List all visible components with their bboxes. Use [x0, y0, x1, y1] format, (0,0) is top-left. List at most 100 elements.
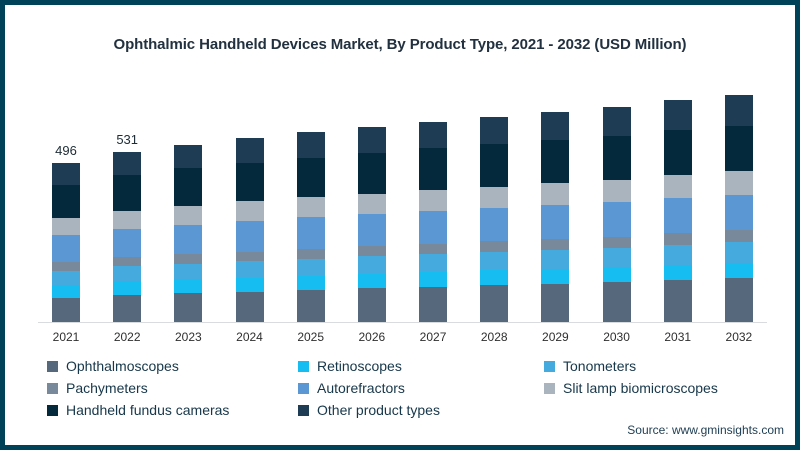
- bar-segment: [602, 106, 631, 136]
- legend-item-tonometers: Tonometers: [544, 358, 718, 374]
- legend: Ophthalmoscopes Retinoscopes Tonometers Pac…: [47, 358, 718, 418]
- x-axis-labels: 2021 2022 2023 2024 2025 2026 2027 2028 2029 2030…: [40, 330, 765, 344]
- legend-label: Tonometers: [563, 358, 637, 374]
- legend-label: Autorefractors: [317, 380, 405, 396]
- x-axis-label: 2021: [52, 330, 80, 344]
- bar-segment: [663, 233, 692, 245]
- bars-row: 496 531: [40, 85, 765, 322]
- legend-label: Other product types: [317, 402, 440, 418]
- bar-group-2026: [357, 126, 386, 322]
- bar-segment: [480, 251, 509, 271]
- source-text: Source: www.gminsights.com: [627, 423, 784, 437]
- bar-segment: [235, 251, 264, 262]
- legend-swatch: [47, 404, 58, 416]
- bar-segment: [419, 286, 448, 322]
- bar-segment: [113, 152, 142, 175]
- x-axis-label: 2030: [603, 330, 630, 344]
- bar-group-2024: [235, 137, 264, 322]
- bar-segment: [296, 132, 325, 158]
- bar-segment: [296, 157, 325, 198]
- bar-segment: [296, 289, 325, 322]
- bar-segment: [419, 189, 448, 211]
- bar-segment: [724, 262, 753, 279]
- bar-segment: [113, 257, 142, 267]
- x-axis-label: 2027: [419, 330, 447, 344]
- bar-segment: [663, 198, 692, 234]
- bar-segment: [663, 244, 692, 265]
- legend-label: Ophthalmoscopes: [66, 358, 179, 374]
- bar-segment: [602, 247, 631, 267]
- bar-segment: [724, 125, 753, 172]
- bar-segment: [296, 217, 325, 249]
- bar-segment: [724, 194, 753, 231]
- bar-value-label: 531: [116, 132, 139, 148]
- bar-segment: [541, 140, 570, 184]
- bar-segment: [480, 270, 509, 285]
- bar-segment: [480, 144, 509, 187]
- legend-label: Slit lamp biomicroscopes: [563, 380, 718, 396]
- bar-segment: [541, 249, 570, 269]
- bar-segment: [52, 297, 80, 322]
- bar-value-label: 496: [55, 143, 77, 159]
- bar-segment: [724, 171, 753, 195]
- bar-segment: [663, 100, 692, 131]
- x-axis-label: 2023: [174, 330, 202, 344]
- legend-swatch: [544, 382, 555, 394]
- bar-segment: [663, 175, 692, 199]
- bar-segment: [357, 246, 386, 257]
- bar-segment: [235, 162, 264, 202]
- bar-segment: [541, 239, 570, 250]
- bar-segment: [113, 210, 142, 229]
- bar-segment: [602, 135, 631, 180]
- x-axis-label: 2022: [113, 330, 141, 344]
- bar-segment: [602, 202, 631, 237]
- bar-segment: [419, 148, 448, 190]
- bar-segment: [419, 254, 448, 273]
- bar-segment: [113, 294, 142, 322]
- bar-segment: [296, 275, 325, 290]
- bar-segment: [235, 277, 264, 292]
- x-axis-label: 2032: [725, 330, 753, 344]
- bar-segment: [663, 279, 692, 322]
- bar-segment: [357, 256, 386, 274]
- bar-segment: [174, 279, 203, 294]
- x-axis-line: [38, 322, 767, 323]
- bar-segment: [357, 214, 386, 247]
- bar-group-2021: 496: [52, 143, 80, 322]
- bar-segment: [52, 218, 80, 236]
- legend-item-retinoscopes: Retinoscopes: [298, 358, 544, 374]
- legend-label: Handheld fundus cameras: [66, 402, 230, 418]
- legend-label: Pachymeters: [66, 380, 148, 396]
- bar-group-2029: [541, 112, 570, 322]
- legend-swatch: [298, 360, 309, 372]
- bar-segment: [663, 130, 692, 176]
- bar-segment: [419, 243, 448, 255]
- bar-segment: [541, 283, 570, 322]
- bar-group-2027: [419, 121, 448, 322]
- bar-segment: [541, 183, 570, 206]
- legend-item-ophthalmoscopes: Ophthalmoscopes: [47, 358, 298, 374]
- legend-item-autorefractors: Autorefractors: [298, 380, 544, 396]
- bar-segment: [724, 95, 753, 126]
- bar-segment: [419, 210, 448, 244]
- x-axis-label: 2029: [542, 330, 569, 344]
- bar-segment: [480, 116, 509, 145]
- bar-group-2025: [296, 132, 325, 322]
- bar-segment: [480, 284, 509, 322]
- bar-segment: [724, 242, 753, 263]
- x-axis-label: 2024: [236, 330, 263, 344]
- bar-segment: [602, 281, 631, 322]
- bar-segment: [235, 137, 264, 163]
- chart-title: Ophthalmic Handheld Devices Market, By P…: [113, 36, 687, 53]
- bar-segment: [174, 293, 203, 322]
- bar-group-2022: 531: [113, 132, 142, 322]
- bar-segment: [235, 261, 264, 278]
- bar-segment: [52, 184, 80, 219]
- bar-segment: [480, 241, 509, 252]
- legend-item-other-product-types: Other product types: [298, 402, 544, 418]
- bar-segment: [52, 235, 80, 263]
- bar-segment: [235, 201, 264, 221]
- bar-segment: [419, 272, 448, 287]
- bar-segment: [235, 220, 264, 252]
- legend-item-pachymeters: Pachymeters: [47, 380, 298, 396]
